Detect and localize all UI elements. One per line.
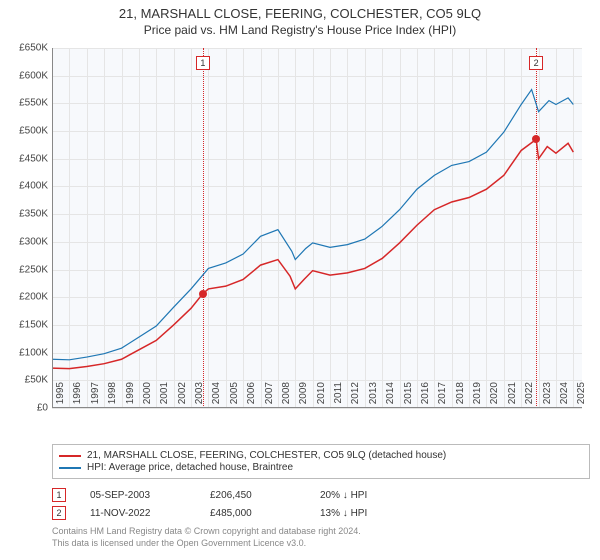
sale-marker-box: 1	[52, 488, 66, 502]
y-tick-label: £350K	[4, 209, 48, 220]
sale-row: 2 11-NOV-2022 £485,000 13% ↓ HPI	[52, 504, 430, 522]
title-main: 21, MARSHALL CLOSE, FEERING, COLCHESTER,…	[0, 6, 600, 21]
footer-line: This data is licensed under the Open Gov…	[52, 538, 361, 550]
sale-delta: 20% ↓ HPI	[320, 490, 430, 501]
line-series-svg	[52, 48, 582, 408]
titles: 21, MARSHALL CLOSE, FEERING, COLCHESTER,…	[0, 0, 600, 37]
sale-row: 1 05-SEP-2003 £206,450 20% ↓ HPI	[52, 486, 430, 504]
sale-marker-label: 2	[529, 56, 543, 70]
y-tick-label: £600K	[4, 70, 48, 81]
y-axis-line	[52, 48, 53, 408]
title-sub: Price paid vs. HM Land Registry's House …	[0, 23, 600, 37]
y-tick-label: £500K	[4, 126, 48, 137]
legend-row: 21, MARSHALL CLOSE, FEERING, COLCHESTER,…	[59, 450, 583, 461]
sale-date: 05-SEP-2003	[90, 490, 210, 501]
sale-marker-box: 2	[52, 506, 66, 520]
y-tick-label: £0	[4, 403, 48, 414]
y-tick-label: £150K	[4, 319, 48, 330]
sale-delta: 13% ↓ HPI	[320, 508, 430, 519]
legend-swatch	[59, 455, 81, 457]
sale-price: £485,000	[210, 508, 320, 519]
y-tick-label: £200K	[4, 292, 48, 303]
sale-marker-label: 1	[196, 56, 210, 70]
y-tick-label: £100K	[4, 347, 48, 358]
chart-container: 21, MARSHALL CLOSE, FEERING, COLCHESTER,…	[0, 0, 600, 560]
y-tick-label: £300K	[4, 236, 48, 247]
legend-swatch	[59, 467, 81, 469]
sales-table: 1 05-SEP-2003 £206,450 20% ↓ HPI 2 11-NO…	[52, 486, 430, 522]
x-axis-line	[52, 407, 582, 408]
series-line-hpi	[52, 90, 573, 360]
footer-line: Contains HM Land Registry data © Crown c…	[52, 526, 361, 538]
legend-row: HPI: Average price, detached house, Brai…	[59, 462, 583, 473]
y-tick-label: £650K	[4, 43, 48, 54]
y-tick-label: £450K	[4, 153, 48, 164]
y-tick-label: £50K	[4, 375, 48, 386]
legend: 21, MARSHALL CLOSE, FEERING, COLCHESTER,…	[52, 444, 590, 479]
sale-dot	[532, 135, 540, 143]
legend-label: 21, MARSHALL CLOSE, FEERING, COLCHESTER,…	[87, 450, 446, 461]
sale-dot	[199, 290, 207, 298]
legend-label: HPI: Average price, detached house, Brai…	[87, 462, 293, 473]
sale-price: £206,450	[210, 490, 320, 501]
series-line-property	[52, 139, 573, 368]
footer: Contains HM Land Registry data © Crown c…	[52, 526, 361, 549]
y-tick-label: £550K	[4, 98, 48, 109]
y-tick-label: £400K	[4, 181, 48, 192]
sale-date: 11-NOV-2022	[90, 508, 210, 519]
chart-area: £0£50K£100K£150K£200K£250K£300K£350K£400…	[52, 48, 582, 408]
y-tick-label: £250K	[4, 264, 48, 275]
